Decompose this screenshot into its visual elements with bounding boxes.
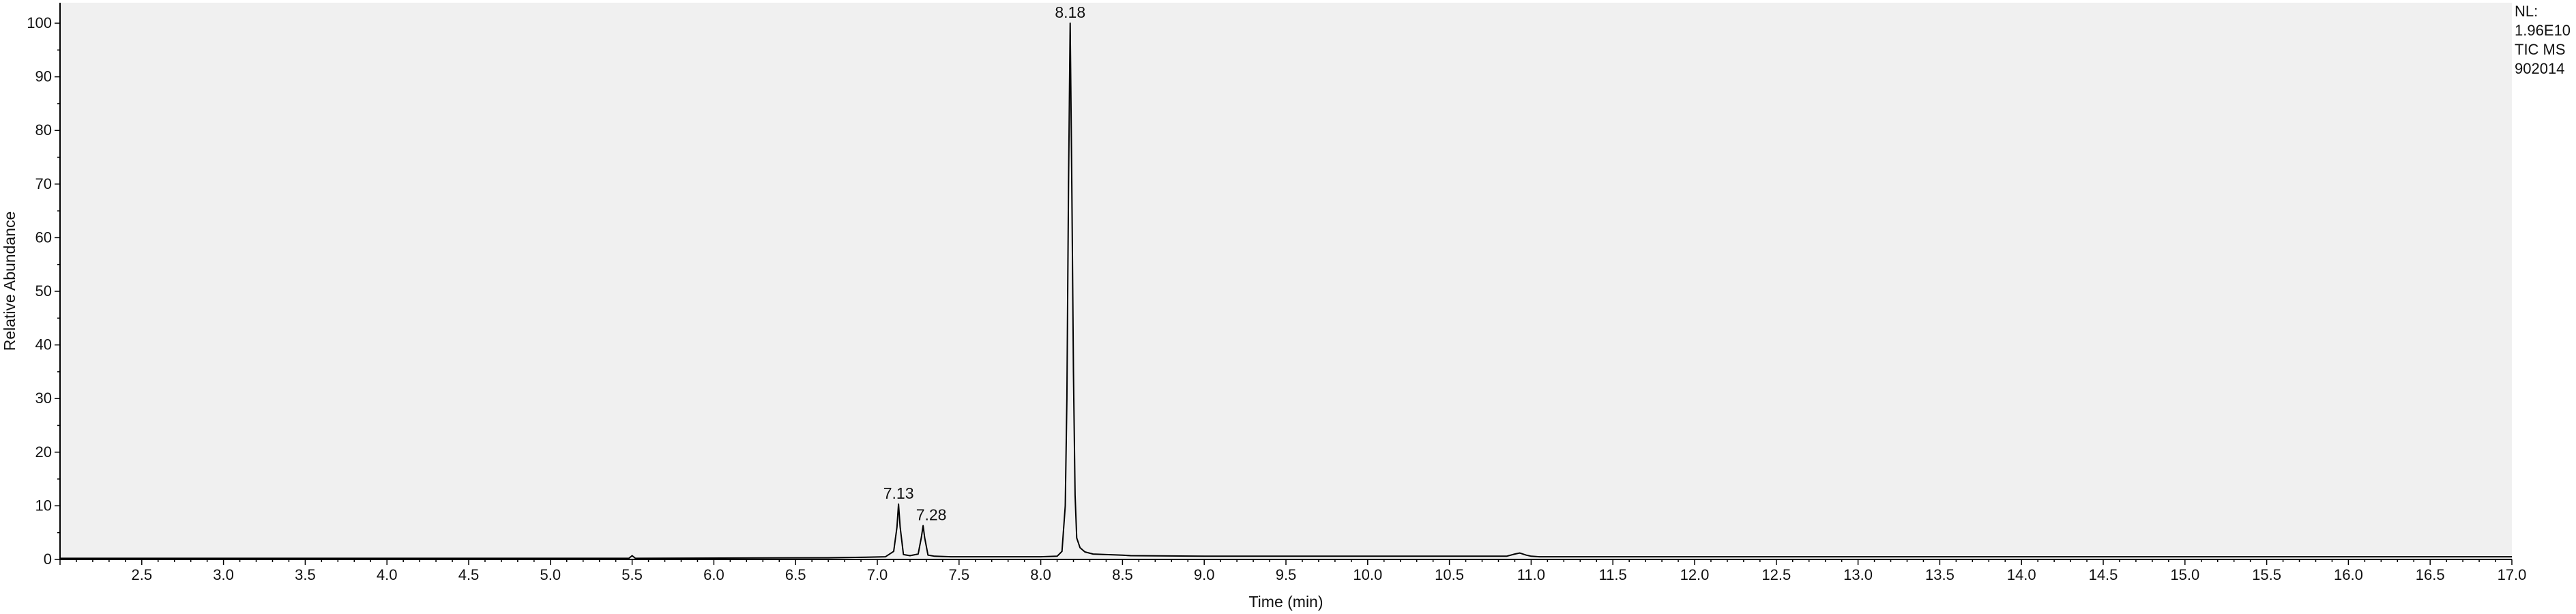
peak-label: 7.28 xyxy=(916,506,947,523)
x-tick-label: 6.5 xyxy=(785,566,806,583)
x-axis-title: Time (min) xyxy=(1248,593,1323,611)
x-tick-label: 13.5 xyxy=(1925,566,1955,583)
x-tick-label: 10.5 xyxy=(1435,566,1464,583)
y-tick-label: 50 xyxy=(35,282,52,299)
info-line: NL: xyxy=(2515,3,2538,20)
plot-area xyxy=(60,3,2512,559)
x-tick-label: 9.0 xyxy=(1194,566,1215,583)
x-tick-label: 16.5 xyxy=(2416,566,2445,583)
y-axis-title: Relative Abundance xyxy=(1,211,18,351)
y-tick-label: 0 xyxy=(44,551,52,568)
peak-label: 8.18 xyxy=(1055,3,1085,21)
x-tick-label: 9.5 xyxy=(1276,566,1297,583)
y-tick-label: 60 xyxy=(35,229,52,246)
x-tick-label: 10.0 xyxy=(1353,566,1382,583)
tic-trace xyxy=(60,23,2512,559)
info-line: 902014 xyxy=(2515,60,2564,77)
peak-label: 7.13 xyxy=(883,484,914,502)
y-tick-label: 70 xyxy=(35,175,52,192)
x-tick-label: 17.0 xyxy=(2498,566,2527,583)
y-tick-label: 90 xyxy=(35,68,52,85)
y-tick-label: 10 xyxy=(35,497,52,514)
y-tick-label: 80 xyxy=(35,121,52,138)
x-tick-label: 7.0 xyxy=(867,566,888,583)
info-line: TIC MS xyxy=(2515,41,2566,58)
x-tick-label: 4.5 xyxy=(458,566,480,583)
x-tick-label: 15.0 xyxy=(2170,566,2199,583)
x-tick-label: 4.0 xyxy=(377,566,398,583)
info-line: 1.96E10 xyxy=(2515,22,2571,39)
x-tick-label: 3.5 xyxy=(295,566,316,583)
x-tick-label: 6.0 xyxy=(703,566,724,583)
y-tick-label: 40 xyxy=(35,336,52,353)
y-tick-label: 20 xyxy=(35,443,52,460)
x-tick-label: 11.5 xyxy=(1599,566,1627,583)
x-tick-label: 14.0 xyxy=(2007,566,2036,583)
x-tick-label: 11.0 xyxy=(1517,566,1545,583)
x-tick-label: 14.5 xyxy=(2089,566,2118,583)
x-tick-label: 12.0 xyxy=(1680,566,1710,583)
x-tick-label: 5.0 xyxy=(540,566,561,583)
x-tick-label: 15.5 xyxy=(2252,566,2281,583)
x-tick-label: 7.5 xyxy=(949,566,970,583)
y-tick-label: 100 xyxy=(27,14,52,31)
x-tick-label: 2.5 xyxy=(132,566,153,583)
x-tick-label: 16.0 xyxy=(2334,566,2363,583)
y-tick-label: 30 xyxy=(35,390,52,407)
x-tick-label: 13.0 xyxy=(1843,566,1873,583)
x-tick-label: 5.5 xyxy=(621,566,643,583)
x-tick-label: 8.0 xyxy=(1030,566,1051,583)
x-tick-label: 3.0 xyxy=(213,566,234,583)
x-tick-label: 8.5 xyxy=(1112,566,1133,583)
info-box: NL: 1.96E10 TIC MS 902014 xyxy=(2515,3,2571,77)
x-tick-label: 12.5 xyxy=(1761,566,1791,583)
